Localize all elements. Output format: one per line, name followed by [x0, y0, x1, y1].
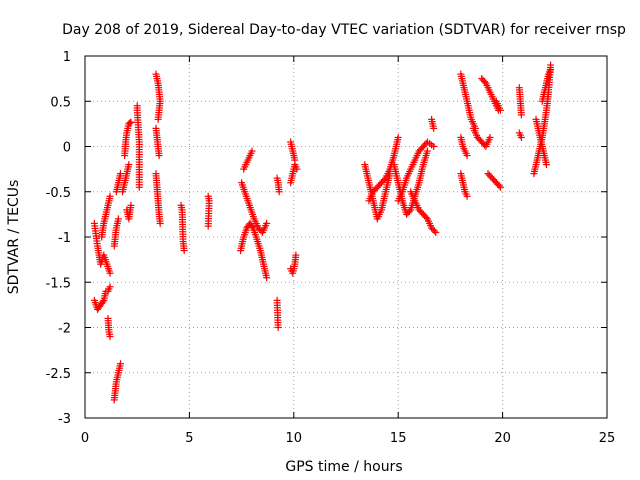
data-point [542, 161, 550, 169]
x-tick-label: 25 [599, 431, 616, 446]
data-point [106, 269, 114, 277]
data-point [126, 119, 134, 127]
data-point [517, 111, 525, 119]
y-axis-label: SDTVAR / TECUs [6, 180, 22, 295]
data-point [263, 274, 271, 282]
y-tick-label: 0 [63, 141, 71, 156]
data-point [497, 183, 505, 191]
data-point [432, 228, 440, 236]
x-tick-label: 15 [390, 431, 407, 446]
y-tick-label: 0.5 [50, 95, 71, 110]
data-point [156, 219, 164, 227]
data-point [422, 213, 430, 221]
data-markers [90, 61, 555, 404]
data-point [106, 192, 114, 200]
data-point [106, 333, 114, 341]
chart-title: Day 208 of 2019, Sidereal Day-to-day VTE… [62, 22, 626, 38]
data-point [293, 165, 301, 173]
data-point [125, 161, 133, 169]
data-point [291, 156, 299, 164]
data-point [517, 133, 525, 141]
x-tick-label: 5 [185, 431, 193, 446]
y-tick-label: -1 [58, 231, 71, 246]
data-point [275, 188, 283, 196]
x-tick-label: 20 [494, 431, 511, 446]
x-tick-label: 0 [81, 431, 89, 446]
data-point [463, 152, 471, 160]
data-point [292, 251, 300, 259]
data-point [430, 227, 438, 235]
data-point [423, 147, 431, 155]
data-point [495, 182, 503, 190]
data-point [116, 170, 124, 178]
data-point [127, 118, 135, 126]
data-point [486, 133, 494, 141]
data-point [248, 147, 256, 155]
data-point [154, 115, 162, 123]
data-point [380, 176, 388, 184]
data-point [394, 133, 402, 141]
y-tick-label: -1.5 [46, 276, 71, 291]
y-tick-label: -2.5 [46, 367, 71, 382]
tick-labels: 0 5 10 15 20 25 -3 -2.5 -2 -1.5 -1 -0.5 0 0.5 1 [46, 50, 616, 446]
y-tick-label: -0.5 [46, 186, 71, 201]
data-point [481, 78, 489, 86]
plot-frame [84, 55, 608, 419]
data-point [204, 222, 212, 230]
data-point [180, 247, 188, 255]
data-point [547, 66, 555, 74]
y-tick-label: 1 [63, 50, 71, 65]
data-point [274, 324, 282, 331]
data-point [127, 201, 135, 209]
data-point [430, 143, 438, 150]
y-tick-label: -3 [58, 412, 71, 427]
y-tick-label: -2 [58, 322, 71, 337]
data-point [116, 360, 124, 368]
data-point [99, 298, 107, 306]
data-point [263, 219, 271, 227]
data-point [155, 152, 163, 160]
data-point [114, 215, 122, 223]
x-tick-label: 10 [286, 431, 303, 446]
data-point [497, 106, 505, 114]
data-point [405, 207, 413, 215]
data-point [463, 192, 471, 200]
grid [85, 56, 607, 418]
data-point [430, 124, 438, 132]
data-point [135, 183, 143, 191]
x-axis-label: GPS time / hours [285, 459, 402, 475]
data-point [248, 222, 256, 230]
data-point [106, 283, 114, 291]
